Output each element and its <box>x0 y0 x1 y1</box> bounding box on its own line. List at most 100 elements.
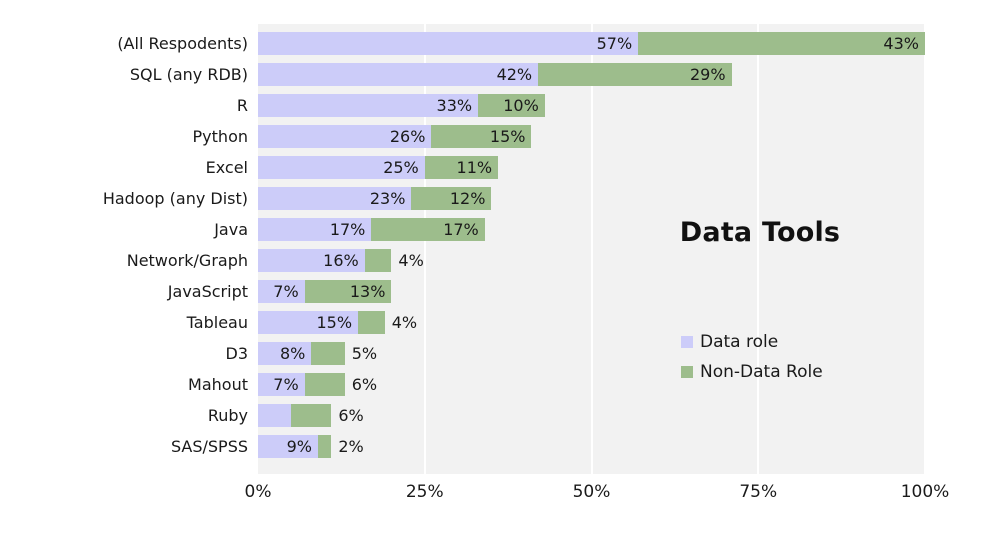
y-axis-category-label: Hadoop (any Dist) <box>102 189 248 208</box>
gridline <box>590 24 593 474</box>
bar-segment-data-role: 16% <box>258 249 365 272</box>
bar-row: 25% 11% <box>258 156 925 179</box>
bar-segment-non-data-role: 12% <box>411 187 492 210</box>
bar-row: 7% 6% <box>258 373 925 396</box>
bar-value-label: 29% <box>689 65 726 84</box>
x-axis-tick-label: 100% <box>900 482 950 502</box>
bar-segment-non-data-role: 15% <box>431 125 532 148</box>
gridline <box>423 24 426 474</box>
bar-segment-non-data-role: 6% <box>304 373 377 396</box>
bar-row: 9% 2% <box>258 435 925 458</box>
bar-row: 23% 12% <box>258 187 925 210</box>
bar-segment-non-data-role: 2% <box>318 435 364 458</box>
bar-value-label: 16% <box>323 251 359 270</box>
bar-segment-data-role: 42% <box>258 63 539 86</box>
legend-entry[interactable]: Data role <box>681 327 921 357</box>
bar-value-label: 4% <box>398 251 424 270</box>
y-axis-category-label: D3 <box>225 344 249 363</box>
bar-value-label: 15% <box>316 313 353 332</box>
bar-segment-non-data-role: 11% <box>424 156 499 179</box>
bar-row: 33% 10% <box>258 94 925 117</box>
bar-segment-data-role: 17% <box>258 218 372 241</box>
bar-value-label: 43% <box>883 34 919 53</box>
bar-segment-non-data-role: 4% <box>358 311 417 334</box>
bar-row: 15% 4% <box>258 311 925 334</box>
plot-area: 57% 43% 42% 29% 33% 10% 26% 15% 25% 11% 23% 12% 17% 1… <box>258 24 926 474</box>
y-axis-category-label: R <box>236 96 248 115</box>
bar-value-label: 2% <box>338 437 364 456</box>
bar-value-label: 11% <box>456 158 493 177</box>
bar-value-label: 25% <box>383 158 419 177</box>
legend-swatch-icon <box>681 366 693 378</box>
bar-row: 57% 43% <box>258 32 925 55</box>
bar-segment-non-data-role: 17% <box>371 218 485 241</box>
bar-value-label: 7% <box>273 375 299 394</box>
bar-segment-data-role: 23% <box>258 187 412 210</box>
x-axis-tick-label: 0% <box>244 482 272 502</box>
y-axis-category-label: (All Respodents) <box>117 34 248 53</box>
bar-segment-data-role: 9% <box>258 435 319 458</box>
page-title: Data Tools <box>679 217 841 248</box>
bar-row: 5% 6% <box>258 404 925 427</box>
y-axis-labels: (All Respodents) SQL (any RDB) R Python Exce… <box>0 24 248 474</box>
bar-segment-non-data-role: 29% <box>538 63 732 86</box>
bar-value-label: 33% <box>436 96 473 115</box>
bar-row: 42% 29% <box>258 63 925 86</box>
legend: Data role Non-Data Role <box>681 327 921 387</box>
bar-segment-non-data-role: 13% <box>304 280 392 303</box>
bar-segment-non-data-role: 10% <box>478 94 545 117</box>
x-axis-tick-label: 25% <box>405 482 444 502</box>
legend-entry[interactable]: Non-Data Role <box>681 357 921 387</box>
bar-value-label: 17% <box>329 220 366 239</box>
bar-row: 17% 17% <box>258 218 925 241</box>
bar-row: 8% 5% <box>258 342 925 365</box>
bar-value-label: 23% <box>369 189 406 208</box>
x-axis-labels: 0% 25% 50% 75% 100% <box>245 478 950 518</box>
y-axis-category-label: JavaScript <box>167 282 248 301</box>
gridline <box>757 24 760 474</box>
legend-swatch-icon <box>681 336 693 348</box>
bar-row: 16% 4% <box>258 249 925 272</box>
bar-value-label: 17% <box>443 220 479 239</box>
bar-value-label: 5% <box>351 344 378 363</box>
bar-value-label: 10% <box>503 96 539 115</box>
y-axis-category-label: Network/Graph <box>126 251 248 270</box>
bar-value-label: 12% <box>449 189 486 208</box>
bar-value-label: 6% <box>351 375 378 394</box>
y-axis-category-label: Excel <box>205 158 248 177</box>
bar-value-label: 8% <box>279 344 306 363</box>
y-axis-category-label: Ruby <box>207 406 248 425</box>
bar-value-label: 4% <box>391 313 418 332</box>
bar-value-label: 42% <box>496 65 533 84</box>
bar-value-label: 6% <box>338 406 364 425</box>
bar-segment-data-role: 25% <box>258 156 425 179</box>
y-axis-category-label: Python <box>192 127 248 146</box>
bar-segment-non-data-role: 4% <box>364 249 424 272</box>
legend-label: Data role <box>700 332 779 352</box>
chart-title-wrapper: Data Tools <box>600 217 920 253</box>
bar-segment-data-role: 15% <box>258 311 359 334</box>
bar-row: 7% 13% <box>258 280 925 303</box>
bar-segment-data-role: 8% <box>258 342 312 365</box>
y-axis-category-label: SAS/SPSS <box>170 437 248 456</box>
bar-segment-non-data-role: 6% <box>291 404 364 427</box>
bar-segment-data-role: 26% <box>258 125 432 148</box>
bar-segment-non-data-role: 43% <box>638 32 925 55</box>
y-axis-category-label: Java <box>214 220 248 239</box>
x-axis-tick-label: 50% <box>572 482 611 502</box>
legend-label: Non-Data Role <box>700 362 823 382</box>
y-axis-category-label: Tableau <box>186 313 248 332</box>
bar-segment-data-role: 7% <box>258 373 305 396</box>
bar-value-label: 7% <box>273 282 299 301</box>
gridline <box>924 24 926 474</box>
bar-value-label: 26% <box>389 127 426 146</box>
x-axis-tick-label: 75% <box>739 482 778 502</box>
y-axis-category-label: Mahout <box>188 375 248 394</box>
y-axis-category-label: SQL (any RDB) <box>129 65 248 84</box>
bar-segment-non-data-role: 5% <box>311 342 377 365</box>
bar-segment-data-role: 7% <box>258 280 305 303</box>
bar-segment-data-role: 57% <box>258 32 639 55</box>
bar-value-label: 13% <box>349 282 386 301</box>
bar-value-label: 9% <box>286 437 313 456</box>
